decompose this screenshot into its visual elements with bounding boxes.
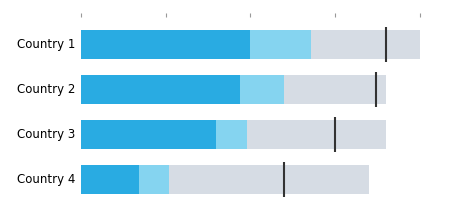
- Bar: [81, 30, 419, 59]
- Bar: [81, 75, 240, 104]
- Bar: [81, 120, 216, 149]
- Bar: [240, 75, 284, 104]
- Bar: [139, 165, 169, 194]
- Bar: [216, 120, 247, 149]
- Bar: [81, 30, 250, 59]
- Bar: [81, 165, 369, 194]
- Bar: [250, 30, 311, 59]
- Bar: [81, 75, 386, 104]
- Bar: [81, 120, 386, 149]
- Bar: [81, 165, 139, 194]
